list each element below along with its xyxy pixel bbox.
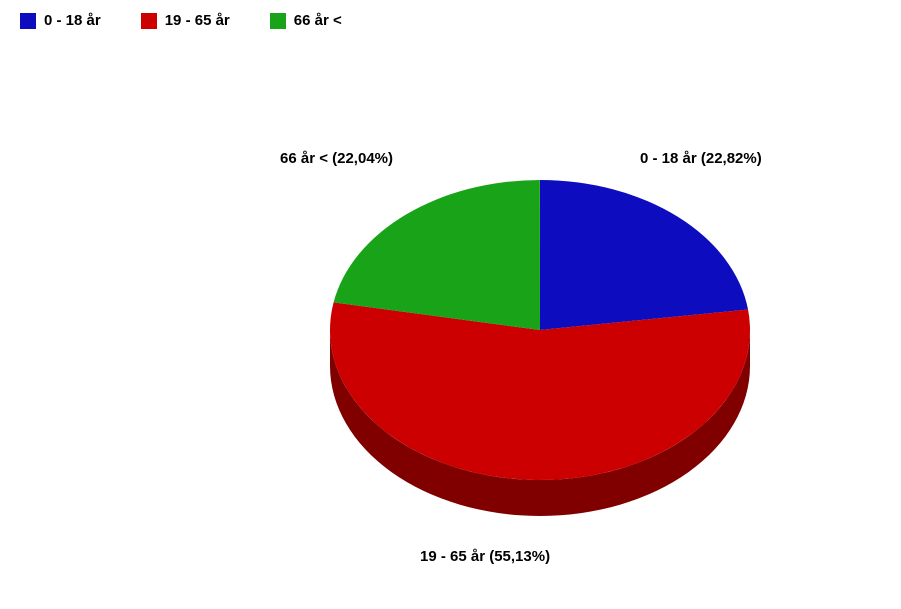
slice-66-plus-label: 66 år < (22,04%) [280, 150, 393, 167]
pie-chart [0, 0, 901, 609]
slice-0-18-top [540, 180, 748, 330]
slice-0-18-label: 0 - 18 år (22,82%) [640, 150, 762, 167]
slice-19-65-label: 19 - 65 år (55,13%) [420, 548, 550, 565]
